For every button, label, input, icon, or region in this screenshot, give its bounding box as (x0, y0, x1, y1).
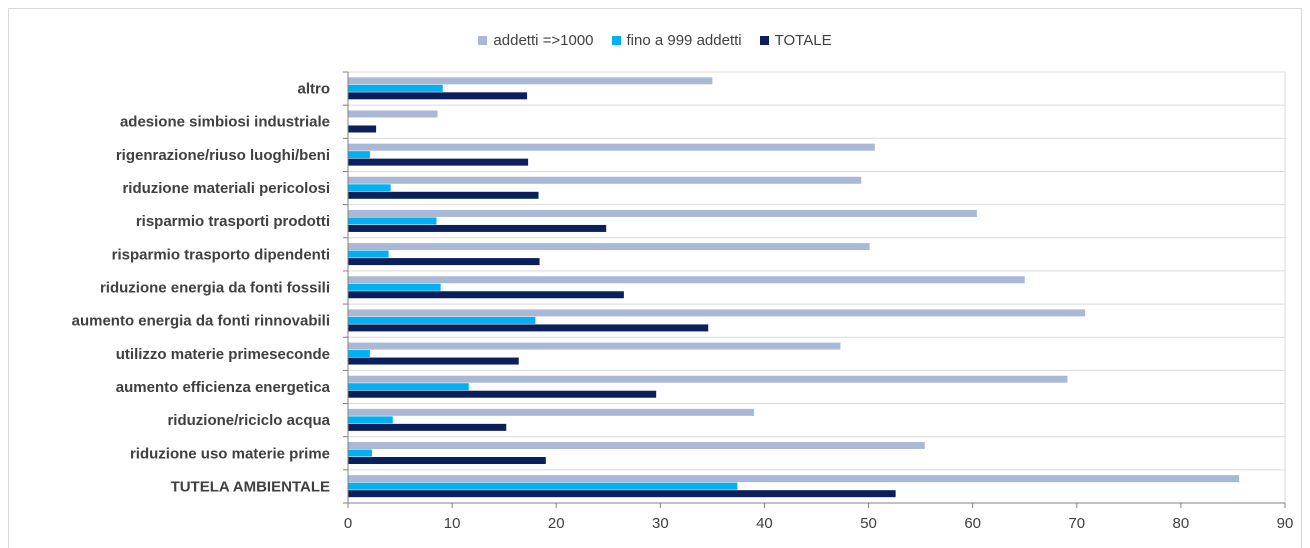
bar-series-1 (348, 243, 870, 251)
bar-series-2 (348, 449, 372, 457)
bar-series-3 (348, 324, 709, 332)
bar-series-2 (348, 250, 389, 258)
category-label: altro (297, 81, 330, 98)
legend-item-series-1: addetti =>1000 (478, 32, 594, 49)
x-tick-label: 20 (548, 515, 565, 532)
legend-swatch-series-2 (611, 36, 621, 45)
bar-series-1 (348, 110, 438, 118)
legend-label-series-1: addetti =>1000 (493, 32, 594, 49)
x-tick-label: 0 (344, 515, 352, 532)
bar-series-3 (348, 258, 540, 266)
category-label: utilizzo materie primeseconde (116, 346, 330, 363)
x-tick-label: 10 (444, 515, 461, 532)
category-label: riduzione materiali pericolosi (122, 180, 330, 197)
category-label: riduzione energia da fonti fossili (100, 280, 330, 297)
x-tick-label: 50 (860, 515, 877, 532)
bar-series-3 (348, 457, 546, 465)
category-label: risparmio trasporto dipendenti (112, 246, 330, 263)
x-tick-label: 80 (1173, 515, 1190, 532)
bar-series-3 (348, 224, 607, 232)
bar-series-2 (348, 151, 370, 159)
chart-legend: addetti =>1000 fino a 999 addetti TOTALE (0, 32, 1310, 49)
bar-series-2 (348, 383, 469, 391)
x-tick-label: 90 (1277, 515, 1294, 532)
bar-series-2 (348, 416, 393, 424)
bar-series-2 (348, 283, 441, 291)
legend-swatch-series-3 (759, 36, 769, 45)
bar-series-2 (348, 350, 370, 358)
bar-series-1 (348, 209, 977, 217)
bar-series-3 (348, 490, 896, 498)
x-tick-label: 40 (756, 515, 773, 532)
legend-item-series-3: TOTALE (759, 32, 832, 49)
category-label: aumento efficienza energetica (116, 379, 331, 396)
bar-series-1 (348, 375, 1068, 383)
x-tick-label: 60 (964, 515, 981, 532)
bar-series-2 (348, 316, 536, 324)
bar-series-3 (348, 357, 519, 365)
x-tick-label: 70 (1068, 515, 1085, 532)
bar-series-1 (348, 309, 1086, 317)
category-label: riduzione uso materie prime (130, 445, 330, 462)
category-label: adesione simbiosi industriale (120, 114, 330, 131)
bar-series-2 (348, 217, 437, 225)
legend-label-series-3: TOTALE (774, 32, 832, 49)
bar-series-3 (348, 423, 507, 431)
bar-series-3 (348, 158, 529, 166)
bar-series-2 (348, 184, 391, 192)
bar-series-1 (348, 276, 1025, 284)
bar-series-3 (348, 390, 657, 398)
category-label: rigenrazione/riuso luoghi/beni (116, 147, 330, 164)
category-label: risparmio trasporti prodotti (136, 213, 330, 230)
category-labels: altro adesione simbiosi industriale rigenr… (72, 81, 331, 496)
bar-series-2 (348, 482, 738, 490)
bar-series-2 (348, 84, 443, 92)
bar-series-1 (348, 77, 713, 85)
bar-series-3 (348, 191, 539, 199)
bar-series-1 (348, 475, 1240, 483)
legend-label-series-2: fino a 999 addetti (626, 32, 742, 49)
bar-series-1 (348, 143, 875, 151)
legend-item-series-2: fino a 999 addetti (611, 32, 742, 49)
bars (348, 77, 1240, 498)
legend-swatch-series-1 (478, 36, 488, 45)
bar-series-1 (348, 176, 862, 184)
category-label: aumento energia da fonti rinnovabili (72, 313, 330, 330)
bar-series-3 (348, 125, 377, 133)
bar-series-3 (348, 92, 528, 100)
x-tick-labels: 0 10 20 30 40 50 60 70 80 90 (344, 515, 1294, 532)
bar-series-1 (348, 442, 925, 450)
axes (343, 71, 1286, 508)
bar-series-1 (348, 342, 841, 350)
gridlines (348, 71, 1286, 504)
x-tick-label: 30 (652, 515, 669, 532)
category-label: riduzione/riciclo acqua (167, 412, 330, 429)
bar-series-1 (348, 408, 755, 416)
category-label: TUTELA AMBIENTALE (171, 478, 330, 495)
bar-series-3 (348, 291, 624, 299)
